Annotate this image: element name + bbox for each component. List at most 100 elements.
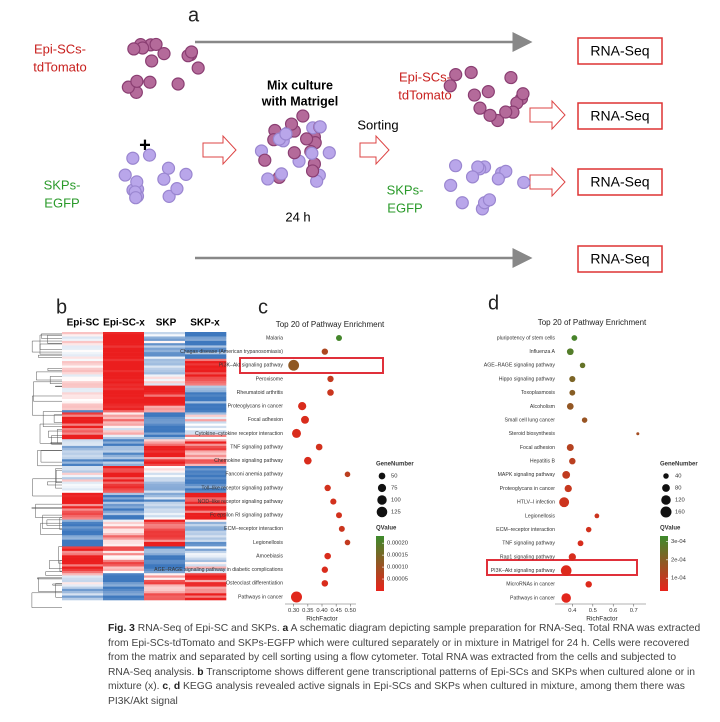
heatmap-cell xyxy=(144,468,186,471)
dendrogram xyxy=(57,429,62,444)
heatmap-cell xyxy=(103,425,145,429)
heatmap-cell xyxy=(62,378,104,382)
cell xyxy=(127,42,141,56)
legend-label: 40 xyxy=(675,474,681,480)
heatmap-cell xyxy=(144,564,186,567)
cell xyxy=(504,70,518,85)
dot xyxy=(562,470,571,479)
heatmap-cell xyxy=(62,381,104,384)
heatmap-cell xyxy=(144,535,186,538)
heatmap-cell xyxy=(144,483,186,487)
dot xyxy=(301,415,309,424)
heatmap-cell xyxy=(62,343,104,346)
heatmap-cell xyxy=(103,508,145,511)
heatmap-cell xyxy=(103,483,145,487)
heatmap-cell xyxy=(144,410,186,413)
legend-label: 1e-04 xyxy=(671,576,687,582)
heatmap-cell xyxy=(62,512,104,516)
heatmap-cell xyxy=(185,383,227,386)
category-label: Rap1 signaling pathway xyxy=(500,554,555,560)
legend-dot xyxy=(663,473,669,479)
heatmap-cell xyxy=(103,566,145,570)
heatmap-cell xyxy=(62,501,104,505)
heatmap-cell xyxy=(144,432,186,436)
arrow xyxy=(359,134,390,166)
heatmap-cell xyxy=(185,577,227,581)
heatmap-cell xyxy=(103,474,145,478)
heatmap-cell xyxy=(185,548,227,552)
heatmap-cell xyxy=(185,340,227,344)
heatmap-cell xyxy=(185,439,227,442)
heatmap-cell xyxy=(62,421,104,424)
heatmap-cell xyxy=(62,338,104,342)
heatmap-cell xyxy=(185,428,227,431)
dot xyxy=(291,591,302,603)
dendrogram xyxy=(55,583,62,598)
heatmap-cell xyxy=(185,483,227,487)
legend-title: GeneNumber xyxy=(376,462,414,468)
heatmap-cell xyxy=(185,385,227,389)
heatmap-cell xyxy=(62,340,104,344)
heatmap-cell xyxy=(185,570,227,574)
cell xyxy=(184,45,199,59)
cell xyxy=(171,77,185,91)
heatmap-cell xyxy=(62,347,104,351)
category-label: Osteoclast differentiation xyxy=(226,581,283,587)
category-label: Amoebiasis xyxy=(256,553,283,559)
heatmap-cell xyxy=(185,347,227,351)
heatmap-cell xyxy=(144,454,186,458)
legend-label: 160 xyxy=(675,510,685,516)
heatmap-cell xyxy=(103,503,145,507)
cell xyxy=(449,68,463,82)
heatmap-cell xyxy=(144,497,186,500)
heatmap-cell xyxy=(103,492,145,496)
x-axis-label: RichFactor xyxy=(586,616,618,623)
heatmap-cell xyxy=(62,521,104,525)
label: tdTomato xyxy=(398,87,451,102)
heatmap-cell xyxy=(185,410,227,413)
dendrogram xyxy=(39,423,62,444)
dot xyxy=(338,525,345,532)
heatmap-cell xyxy=(144,466,186,469)
dendrogram xyxy=(59,517,62,530)
heatmap-cell xyxy=(185,416,227,420)
heatmap-cell xyxy=(185,539,227,543)
heatmap-cell xyxy=(62,414,104,418)
cell xyxy=(279,127,293,141)
heatmap-cell xyxy=(62,479,104,482)
heatmap-cell xyxy=(62,441,104,444)
category-label: Focal adhesion xyxy=(520,445,555,451)
heatmap-cell xyxy=(185,506,227,509)
cell xyxy=(296,109,310,123)
category-label: Fc epsilon RI signaling pathway xyxy=(210,513,283,519)
heatmap-cell xyxy=(144,548,186,552)
heatmap-cell xyxy=(103,363,145,366)
heatmap-cell xyxy=(185,544,227,547)
heatmap-cell xyxy=(185,492,227,496)
heatmap-cell xyxy=(185,593,227,596)
heatmap-cell xyxy=(103,546,145,549)
label: SKPs- xyxy=(387,182,424,197)
dendrogram xyxy=(59,560,62,572)
heatmap-cell xyxy=(185,510,227,514)
cell xyxy=(455,196,469,210)
heatmap-cell xyxy=(103,468,145,471)
heatmap-cell xyxy=(185,490,227,494)
heatmap-cell xyxy=(144,568,186,572)
heatmap-cell xyxy=(62,443,104,447)
cell xyxy=(305,146,319,160)
heatmap-cell xyxy=(62,358,104,362)
heatmap-cell xyxy=(144,394,186,398)
heatmap-cell xyxy=(144,530,186,534)
heatmap-cell xyxy=(62,582,104,585)
dot xyxy=(566,348,574,356)
heatmap-cell xyxy=(62,394,104,398)
heatmap-cell xyxy=(62,510,104,514)
heatmap-cell xyxy=(185,352,227,355)
heatmap-cell xyxy=(185,434,227,438)
heatmap-cell xyxy=(144,390,186,393)
dot xyxy=(566,403,574,410)
heatmap-cell xyxy=(62,506,104,509)
heatmap-cell xyxy=(62,336,104,339)
